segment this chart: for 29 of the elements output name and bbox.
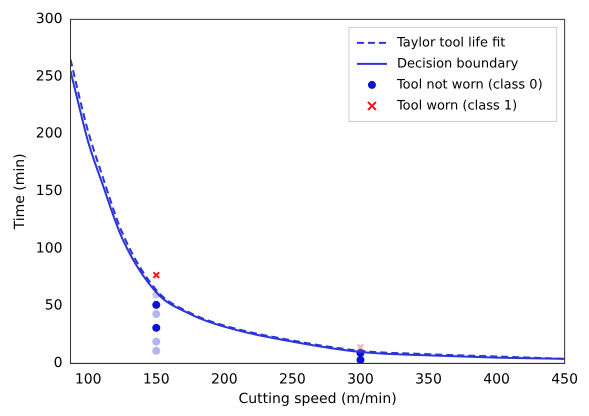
point	[356, 356, 364, 364]
y-tick-label: 0	[54, 355, 63, 372]
y-tick-label: 50	[44, 298, 63, 314]
y-tick-label: 250	[36, 68, 63, 84]
x-tick-label: 100	[74, 371, 102, 388]
x-tick-label: 400	[483, 371, 510, 388]
y-tick-label: 100	[36, 240, 63, 256]
point	[152, 271, 160, 279]
point	[152, 324, 160, 332]
legend-label: Decision boundary	[396, 56, 519, 72]
point	[152, 346, 160, 355]
x-axis-title: Cutting speed (m/min)	[238, 391, 397, 408]
point	[152, 300, 160, 309]
x-tick-label: 300	[347, 371, 374, 388]
y-tick-label: 150	[36, 183, 63, 200]
y-tick-label: 200	[36, 126, 63, 142]
legend-label: Taylor tool life fit	[396, 35, 506, 50]
legend-label: Tool not worn (class 0)	[396, 77, 543, 92]
x-tick-label: 350	[415, 371, 442, 388]
y-axis-title: Time (min)	[12, 153, 28, 230]
legend-label: Tool worn (class 1)	[396, 98, 518, 114]
x-tick-label: 450	[551, 371, 578, 388]
x-tick-label: 250	[279, 371, 306, 388]
x-tick-label: 200	[210, 371, 238, 388]
y-tick-label: 300	[36, 11, 63, 28]
point	[152, 338, 160, 346]
point	[152, 310, 160, 318]
point	[356, 344, 364, 352]
x-tick-label: 150	[142, 371, 170, 388]
